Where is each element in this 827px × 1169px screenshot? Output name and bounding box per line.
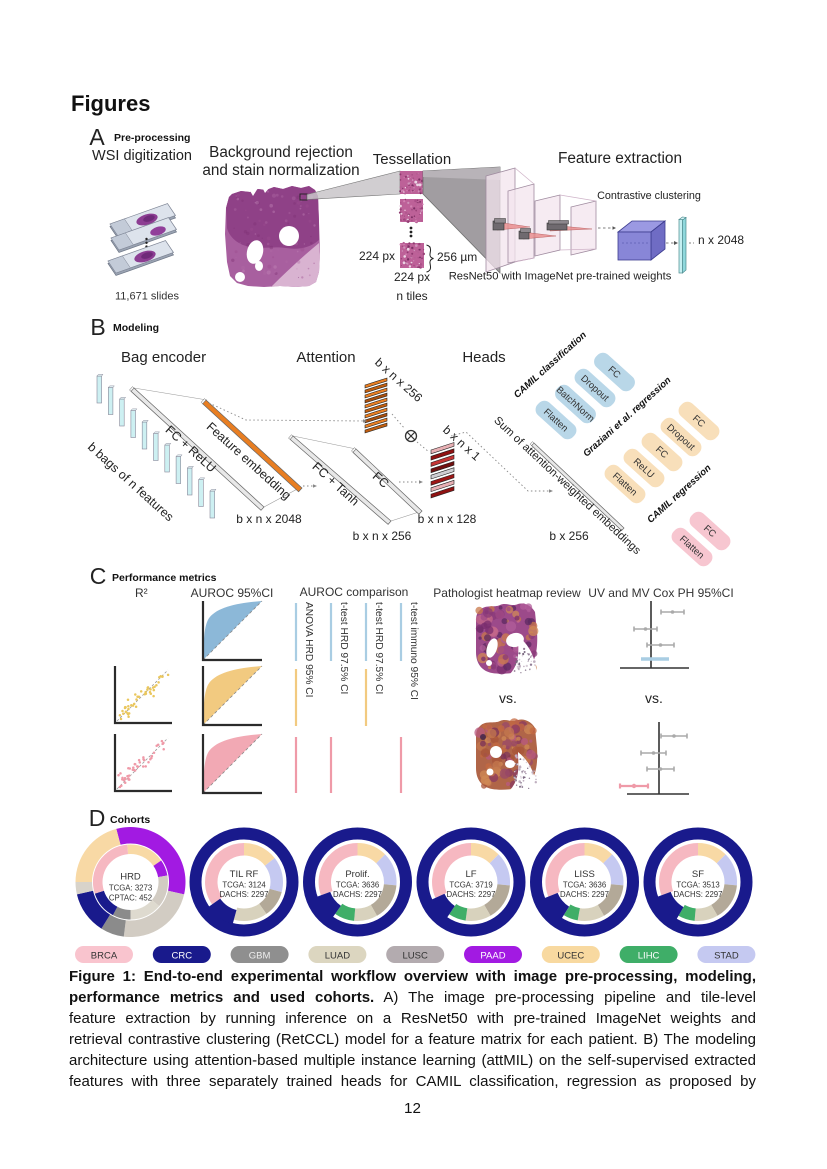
- svg-text:FC: FC: [370, 469, 392, 491]
- svg-text:vs.: vs.: [499, 690, 517, 706]
- svg-text:BRCA: BRCA: [91, 951, 118, 962]
- svg-text:FC + Tanh: FC + Tanh: [310, 459, 362, 508]
- svg-text:LUSC: LUSC: [403, 951, 428, 962]
- svg-text:A: A: [89, 124, 105, 150]
- svg-text:UCEC: UCEC: [557, 951, 584, 962]
- svg-text:b bags of n features: b bags of n features: [85, 440, 176, 524]
- svg-text:B: B: [90, 314, 105, 340]
- svg-text:Performance metrics: Performance metrics: [112, 572, 217, 584]
- svg-text:TCGA: 3636: TCGA: 3636: [336, 881, 379, 890]
- svg-text:224 px: 224 px: [359, 249, 395, 263]
- svg-text:Modeling: Modeling: [113, 322, 159, 334]
- svg-text:TCGA: 3719: TCGA: 3719: [449, 881, 492, 890]
- svg-text:AUROC 95%CI: AUROC 95%CI: [191, 586, 274, 600]
- svg-text:PAAD: PAAD: [480, 951, 505, 962]
- svg-text:TCGA: 3124: TCGA: 3124: [222, 881, 266, 890]
- svg-text:SF: SF: [692, 869, 704, 880]
- svg-text:Tessellation: Tessellation: [373, 151, 451, 168]
- svg-text:LUAD: LUAD: [325, 951, 350, 962]
- svg-text:Feature embedding: Feature embedding: [204, 420, 294, 503]
- svg-text:AUROC comparison: AUROC comparison: [300, 585, 409, 599]
- svg-text:b x n x 128: b x n x 128: [418, 512, 477, 526]
- svg-text:UV and MV Cox PH 95%CI: UV and MV Cox PH 95%CI: [588, 586, 733, 600]
- svg-text:Pathologist heatmap review: Pathologist heatmap review: [433, 586, 581, 600]
- svg-text:CPTAC: 452: CPTAC: 452: [109, 894, 152, 903]
- svg-text:GBM: GBM: [249, 951, 271, 962]
- svg-text:t-test immuno 95% CI: t-test immuno 95% CI: [408, 602, 419, 700]
- svg-text:DACHS: 2297: DACHS: 2297: [674, 890, 723, 899]
- svg-text:Pre-processing: Pre-processing: [114, 132, 190, 144]
- svg-text:TCGA: 3273: TCGA: 3273: [109, 884, 152, 893]
- svg-text:DACHS: 2297: DACHS: 2297: [560, 890, 609, 899]
- svg-text:ANOVA HRD 95% CI: ANOVA HRD 95% CI: [303, 602, 314, 698]
- svg-text:Bag encoder: Bag encoder: [121, 349, 206, 366]
- svg-text:DACHS: 2297: DACHS: 2297: [333, 890, 382, 899]
- svg-text:DACHS: 2297: DACHS: 2297: [220, 890, 269, 899]
- svg-text:LISS: LISS: [574, 869, 595, 880]
- svg-text:C: C: [90, 563, 107, 589]
- svg-text:Heads: Heads: [462, 349, 505, 366]
- svg-text:Background rejection: Background rejection: [209, 144, 353, 161]
- svg-text:256 µm: 256 µm: [437, 250, 477, 264]
- svg-text:D: D: [89, 805, 106, 831]
- svg-text:and stain normalization: and stain normalization: [202, 162, 359, 179]
- svg-text:b x n x 2048: b x n x 2048: [236, 512, 302, 526]
- svg-text:TCGA: 3513: TCGA: 3513: [676, 881, 719, 890]
- svg-text:224 px: 224 px: [394, 270, 430, 284]
- svg-text:DACHS: 2297: DACHS: 2297: [447, 890, 496, 899]
- svg-text:vs.: vs.: [645, 690, 663, 706]
- svg-text:t-test HRD 97.5% CI: t-test HRD 97.5% CI: [338, 602, 349, 694]
- svg-text:CRC: CRC: [172, 951, 193, 962]
- svg-text:R²: R²: [135, 586, 148, 600]
- svg-text:HRD: HRD: [120, 872, 141, 883]
- svg-text:STAD: STAD: [714, 951, 739, 962]
- svg-text:Attention: Attention: [296, 349, 355, 366]
- svg-text:t-test HRD 97.5% CI: t-test HRD 97.5% CI: [373, 602, 384, 694]
- svg-text:LIHC: LIHC: [638, 951, 660, 962]
- svg-text:Prolif.: Prolif.: [345, 869, 369, 880]
- svg-text:Feature extraction: Feature extraction: [558, 150, 682, 167]
- svg-text:TIL RF: TIL RF: [230, 869, 259, 880]
- svg-text:11,671 slides: 11,671 slides: [115, 291, 180, 303]
- svg-text:Contrastive clustering: Contrastive clustering: [597, 190, 701, 202]
- svg-text:n tiles: n tiles: [396, 289, 427, 303]
- svg-text:b x n x 256: b x n x 256: [353, 529, 412, 543]
- svg-text:LF: LF: [465, 869, 476, 880]
- svg-text:WSI digitization: WSI digitization: [92, 148, 192, 164]
- svg-text:n x 2048: n x 2048: [698, 233, 744, 247]
- svg-text:CAMIL classification: CAMIL classification: [512, 330, 589, 401]
- svg-text:b x 256: b x 256: [549, 529, 589, 543]
- svg-text:Cohorts: Cohorts: [110, 814, 150, 826]
- svg-text:TCGA: 3636: TCGA: 3636: [563, 881, 606, 890]
- svg-text:ResNet50 with ImageNet pre-tra: ResNet50 with ImageNet pre-trained weigh…: [449, 271, 672, 283]
